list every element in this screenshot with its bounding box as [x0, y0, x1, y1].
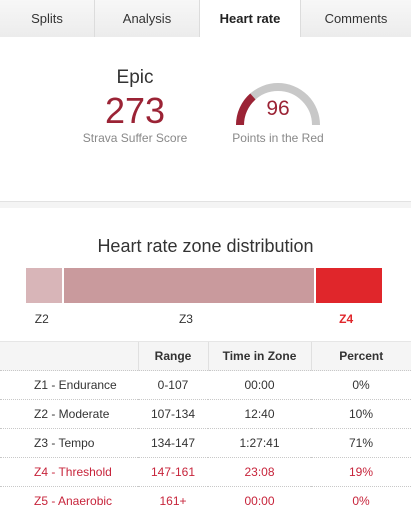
time-in-zone-cell: 00:00	[208, 370, 311, 400]
points-in-red-value: 96	[266, 97, 290, 120]
zone-labels: Z2 Z3 Z4	[0, 312, 411, 328]
suffer-level: Epic	[116, 67, 154, 88]
range-cell: 161+	[138, 486, 208, 516]
percent-cell: 10%	[311, 399, 411, 429]
table-row: Z2 - Moderate 107-134 12:40 10%	[0, 399, 411, 429]
points-in-red-label: Points in the Red	[232, 131, 324, 145]
time-in-zone-cell: 12:40	[208, 399, 311, 429]
zone-label-z4: Z4	[339, 312, 354, 326]
table-header-row: Range Time in Zone Percent	[0, 341, 411, 371]
zone-name-cell: Z2 - Moderate	[0, 399, 138, 429]
table-row: Z1 - Endurance 0-107 00:00 0%	[0, 370, 411, 400]
tab-heart-rate[interactable]: Heart rate	[200, 0, 301, 38]
column-header-zone	[0, 341, 138, 371]
distribution-title: Heart rate zone distribution	[97, 236, 314, 256]
tab-bar: Splits Analysis Heart rate Comments	[0, 0, 411, 38]
tab-splits[interactable]: Splits	[0, 0, 95, 37]
column-header-time: Time in Zone	[207, 341, 311, 371]
table-row: Z5 - Anaerobic 161+ 00:00 0%	[0, 486, 411, 516]
section-divider	[0, 202, 411, 208]
percent-cell: 71%	[311, 428, 411, 458]
tab-analysis[interactable]: Analysis	[95, 0, 200, 37]
zone-name-cell: Z4 - Threshold	[0, 457, 138, 487]
table-row: Z4 - Threshold 147-161 23:08 19%	[0, 457, 411, 487]
zone-name-cell: Z1 - Endurance	[0, 370, 138, 400]
percent-cell: 0%	[311, 486, 411, 516]
percent-cell: 0%	[311, 370, 411, 400]
zone-table: Range Time in Zone Percent Z1 - Enduranc…	[0, 341, 411, 516]
zone-label-z3: Z3	[178, 312, 193, 326]
time-in-zone-cell: 1:27:41	[208, 428, 311, 458]
zone-segment-z4	[314, 268, 382, 303]
table-row: Z3 - Tempo 134-147 1:27:41 71%	[0, 428, 411, 458]
suffer-score-value: 273	[104, 90, 166, 131]
zone-name-cell: Z3 - Tempo	[0, 428, 138, 458]
suffer-summary-panel: Epic 273 Strava Suffer Score 96 Points i…	[0, 37, 411, 202]
zone-distribution-bar	[26, 268, 382, 303]
range-cell: 134-147	[138, 428, 208, 458]
points-gauge	[236, 83, 320, 126]
zone-segment-z2	[26, 268, 62, 303]
column-header-percent: Percent	[310, 341, 411, 371]
zone-name-cell: Z5 - Anaerobic	[0, 486, 138, 516]
suffer-score-block: Epic 273 Strava Suffer Score	[72, 67, 198, 145]
zone-segment-z3	[61, 268, 315, 303]
range-cell: 107-134	[138, 399, 208, 429]
zone-label-z2: Z2	[34, 312, 49, 326]
tab-comments[interactable]: Comments	[301, 0, 411, 37]
time-in-zone-cell: 00:00	[208, 486, 311, 516]
range-cell: 0-107	[138, 370, 208, 400]
percent-cell: 19%	[311, 457, 411, 487]
column-header-range: Range	[137, 341, 208, 371]
suffer-score-label: Strava Suffer Score	[82, 131, 188, 145]
gauge-fill	[236, 93, 256, 126]
time-in-zone-cell: 23:08	[208, 457, 311, 487]
range-cell: 147-161	[138, 457, 208, 487]
